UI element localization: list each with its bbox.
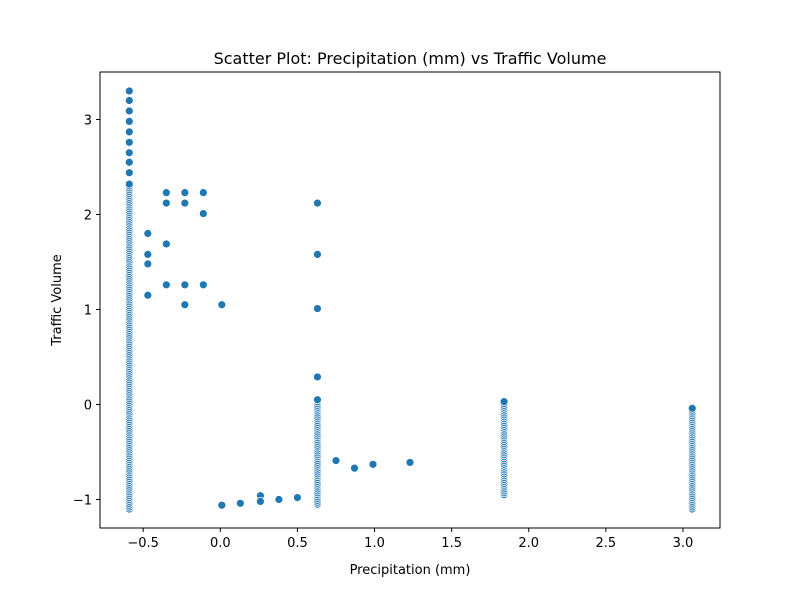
x-tick-label: 1.5 bbox=[441, 536, 462, 551]
scatter-point bbox=[198, 209, 208, 218]
scatter-point bbox=[499, 397, 509, 407]
y-tick-label: 3 bbox=[84, 114, 92, 129]
x-axis: −0.5 0.0 0.5 1.0 1.5 2.0 2.5 3.0 bbox=[127, 528, 693, 551]
x-tick-label: 1.0 bbox=[364, 536, 385, 551]
scatter-point bbox=[198, 280, 208, 290]
scatter-point bbox=[161, 198, 171, 208]
y-tick-label: 0 bbox=[84, 399, 92, 414]
scatter-point bbox=[180, 280, 190, 290]
scatter-point bbox=[143, 249, 153, 259]
scatter-point bbox=[124, 96, 134, 105]
scatter-point bbox=[687, 403, 697, 413]
scatter-point bbox=[161, 280, 171, 290]
x-axis-title: Precipitation (mm) bbox=[350, 563, 471, 578]
x-tick-label: 2.5 bbox=[596, 536, 617, 551]
scatter-point bbox=[124, 106, 134, 116]
chart-title: Scatter Plot: Precipitation (mm) vs Traf… bbox=[214, 49, 607, 68]
scatter-point bbox=[124, 148, 134, 158]
scatter-point bbox=[124, 179, 134, 189]
scatter-point bbox=[274, 495, 284, 504]
scatter-point bbox=[124, 168, 134, 178]
scatter-point bbox=[161, 188, 171, 198]
y-tick-label: 2 bbox=[84, 209, 92, 224]
scatter-point bbox=[124, 117, 134, 126]
scatter-point bbox=[143, 290, 153, 300]
scatter-point bbox=[255, 496, 265, 506]
scatter-point bbox=[331, 456, 341, 465]
scatter-point bbox=[143, 259, 153, 269]
scatter-point bbox=[368, 459, 378, 469]
y-axis-title: Traffic Volume bbox=[50, 254, 65, 347]
x-tick-label: 0.0 bbox=[210, 536, 231, 551]
marks-layer bbox=[124, 86, 697, 514]
scatter-point bbox=[313, 198, 322, 208]
scatter-point bbox=[313, 395, 322, 405]
scatter-point bbox=[143, 229, 153, 238]
scatter-point bbox=[124, 86, 134, 96]
y-tick-label: 1 bbox=[84, 304, 92, 319]
plot-frame bbox=[99, 71, 721, 529]
scatter-point bbox=[293, 493, 302, 503]
scatter-point bbox=[217, 500, 227, 510]
scatter-point bbox=[405, 458, 415, 467]
x-tick-label: 3.0 bbox=[673, 536, 694, 551]
scatter-point bbox=[313, 372, 322, 382]
scatter-point bbox=[124, 157, 134, 167]
scatter-point bbox=[124, 137, 134, 147]
scatter-point bbox=[180, 300, 190, 310]
scatter-point bbox=[313, 249, 322, 259]
scatter-point bbox=[180, 188, 190, 198]
x-tick-label: −0.5 bbox=[127, 536, 159, 551]
scatter-point bbox=[124, 127, 134, 137]
x-tick-label: 2.0 bbox=[518, 536, 539, 551]
scatter-point bbox=[180, 198, 190, 208]
scatter-point bbox=[313, 304, 322, 313]
scatter-point bbox=[161, 239, 171, 249]
scatter-point bbox=[350, 463, 359, 473]
scatter-point bbox=[235, 498, 245, 508]
scatter-point bbox=[198, 188, 208, 198]
scatter-point bbox=[217, 300, 227, 310]
y-tick-label: −1 bbox=[73, 494, 92, 509]
x-tick-label: 0.5 bbox=[287, 536, 308, 551]
y-axis: −1 0 1 2 3 bbox=[73, 114, 100, 509]
